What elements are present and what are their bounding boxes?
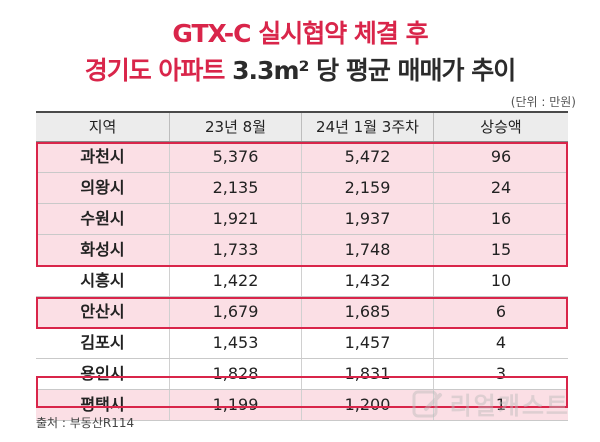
table-row: 용인시 1,828 1,831 3 — [36, 359, 568, 390]
region-cell: 김포시 — [36, 328, 170, 358]
jan24-cell: 5,472 — [302, 142, 434, 172]
increase-cell: 6 — [495, 302, 507, 321]
increase-cell: 24 — [490, 178, 512, 197]
increase-cell: 1 — [495, 395, 507, 414]
jan24-cell: 1,748 — [302, 235, 434, 265]
aug23-cell: 1,422 — [170, 266, 302, 296]
watermark-logo: 리얼캐스트 — [412, 386, 570, 421]
region-cell: 화성시 — [36, 235, 170, 265]
table-header-row: 지역 23년 8월 24년 1월 3주차 상승액 — [36, 111, 568, 142]
jan24-cell: 2,159 — [302, 173, 434, 203]
jan24-cell: 1,937 — [302, 204, 434, 234]
aug23-cell: 2,135 — [170, 173, 302, 203]
increase-cell: 3 — [495, 364, 507, 383]
table-row: 과천시 5,376 5,472 96 — [36, 142, 568, 173]
aug23-cell: 1,921 — [170, 204, 302, 234]
table-row: 안산시 1,679 1,685 6 — [36, 297, 568, 328]
aug23-cell: 1,733 — [170, 235, 302, 265]
price-table: 지역 23년 8월 24년 1월 3주차 상승액 과천시 5,376 5,472… — [36, 111, 568, 421]
jan24-cell: 1,685 — [302, 297, 434, 327]
table-row: 김포시 1,453 1,457 4 — [36, 328, 568, 359]
table-row: 평택시 1,199 1,200 1 — [36, 390, 568, 421]
unit-note: (단위 : 만원) — [510, 95, 576, 109]
region-cell: 수원시 — [36, 204, 170, 234]
title-line-1: GTX-C 실시협약 체결 후 — [172, 19, 428, 48]
increase-cell: 4 — [495, 333, 507, 352]
header-region: 지역 — [36, 113, 170, 141]
increase-cell: 10 — [490, 271, 512, 290]
title-line-2: 경기도 아파트 3.3m² 당 평균 매매가 추이 — [0, 51, 600, 87]
region-cell: 의왕시 — [36, 173, 170, 203]
region-cell: 안산시 — [36, 297, 170, 327]
table-row: 수원시 1,921 1,937 16 — [36, 204, 568, 235]
region-cell: 용인시 — [36, 359, 170, 389]
increase-cell: 16 — [490, 209, 512, 228]
header-jan24: 24년 1월 3주차 — [302, 113, 434, 141]
watermark-text: 리얼캐스트 — [449, 392, 570, 420]
table-row: 의왕시 2,135 2,159 24 — [36, 173, 568, 204]
jan24-cell: 1,432 — [302, 266, 434, 296]
region-cell: 과천시 — [36, 142, 170, 172]
aug23-cell: 1,828 — [170, 359, 302, 389]
aug23-cell: 1,679 — [170, 297, 302, 327]
aug23-cell: 1,453 — [170, 328, 302, 358]
jan24-cell: 1,831 — [302, 359, 434, 389]
increase-cell: 96 — [490, 147, 512, 166]
jan24-cell: 1,200 — [302, 390, 434, 420]
source-note: 출처 : 부동산R114 — [36, 416, 135, 430]
aug23-cell: 1,199 — [170, 390, 302, 420]
increase-cell: 15 — [490, 240, 512, 259]
table-row: 시흥시 1,422 1,432 10 — [36, 266, 568, 297]
jan24-cell: 1,457 — [302, 328, 434, 358]
title-line-2-region: 경기도 아파트 — [84, 56, 226, 85]
aug23-cell: 5,376 — [170, 142, 302, 172]
table-row: 화성시 1,733 1,748 15 — [36, 235, 568, 266]
logo-icon — [412, 390, 442, 417]
region-cell: 평택시 — [36, 390, 170, 420]
region-cell: 시흥시 — [36, 266, 170, 296]
header-increase: 상승액 — [480, 118, 522, 136]
title-line-2-metric: 3.3m² 당 평균 매매가 추이 — [232, 56, 516, 85]
header-aug23: 23년 8월 — [170, 113, 302, 141]
